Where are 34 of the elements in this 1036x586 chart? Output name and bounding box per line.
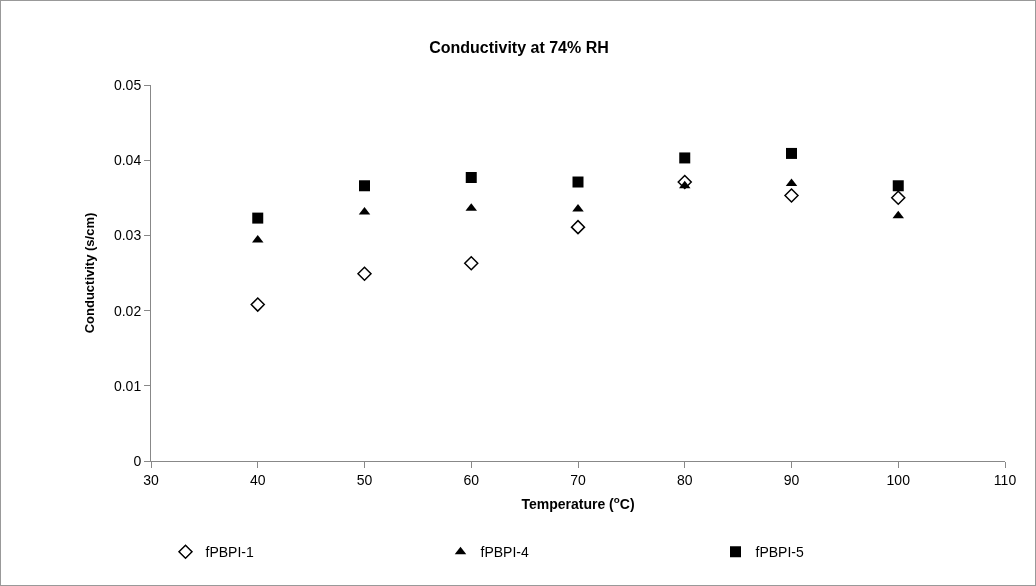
chart-title: Conductivity at 74% RH — [429, 39, 609, 57]
y-tick-label: 0.03 — [113, 227, 142, 244]
point — [252, 212, 264, 224]
x-tick-label: 60 — [463, 471, 480, 488]
legend-label: fPBPI-4 — [480, 544, 529, 561]
point — [357, 266, 372, 281]
x-tick-label: 90 — [783, 471, 800, 488]
point — [250, 297, 265, 312]
point — [892, 180, 904, 192]
legend-label: fPBPI-1 — [205, 544, 254, 561]
x-tick-label: 80 — [676, 471, 693, 488]
point — [465, 172, 477, 183]
point — [784, 188, 799, 203]
x-tick-label: 30 — [143, 471, 159, 488]
x-tick-label: 50 — [356, 471, 373, 488]
y-tick-label: 0.01 — [113, 377, 142, 394]
x-tick-label: 110 — [993, 471, 1017, 488]
point — [679, 152, 691, 164]
x-tick-label: 70 — [570, 471, 586, 488]
point — [572, 176, 584, 188]
point — [464, 255, 479, 271]
y-tick-label: 0.02 — [113, 302, 142, 319]
x-axis-title: Temperature ($^{o}$C) — [521, 494, 635, 513]
point — [891, 190, 906, 206]
legend-label: fPBPI-5 — [755, 544, 804, 561]
point — [570, 219, 586, 235]
point — [786, 147, 797, 159]
x-tick-label: 40 — [249, 471, 266, 488]
x-tick-label: 100 — [886, 471, 911, 488]
point — [359, 180, 370, 192]
y-tick-label: 0.05 — [113, 76, 142, 93]
y-axis-title: Conductivity (s/cm) — [81, 212, 97, 334]
y-tick-label: 0.04 — [113, 152, 142, 169]
y-tick-label: 0 — [133, 452, 142, 469]
